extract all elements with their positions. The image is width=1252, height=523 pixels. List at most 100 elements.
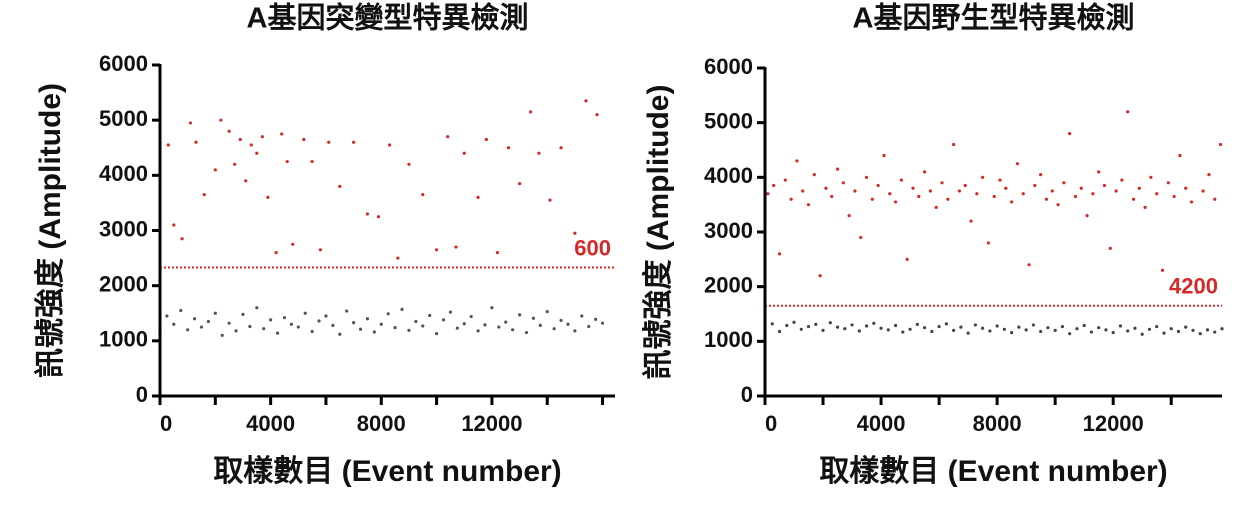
droplet-point xyxy=(1149,175,1153,179)
positive-count: 600 xyxy=(574,235,611,260)
droplet-point xyxy=(1166,181,1170,185)
droplet-point xyxy=(524,330,529,335)
droplet-point xyxy=(1089,330,1094,334)
droplet-point xyxy=(952,142,956,147)
droplet-point xyxy=(504,320,508,324)
droplet-point xyxy=(172,322,176,326)
droplet-point xyxy=(421,193,425,197)
droplet-point xyxy=(940,181,944,185)
droplet-point xyxy=(1184,325,1188,329)
droplet-point xyxy=(879,326,883,330)
droplet-point xyxy=(828,321,832,325)
droplet-point xyxy=(379,322,383,326)
droplet-point xyxy=(864,175,869,179)
droplet-point xyxy=(1189,200,1194,204)
droplet-point xyxy=(310,329,314,334)
droplet-point xyxy=(934,205,938,209)
droplet-point xyxy=(799,327,803,331)
droplet-point xyxy=(280,132,284,136)
y-tick-label: 6000 xyxy=(99,51,148,76)
droplet-point xyxy=(1097,170,1101,174)
y-tick-label: 0 xyxy=(136,382,148,407)
droplet-point xyxy=(1191,328,1195,332)
droplet-point xyxy=(1120,178,1124,182)
droplet-point xyxy=(1017,325,1021,329)
droplet-point xyxy=(988,329,992,333)
droplet-point xyxy=(1220,327,1224,331)
droplet-point xyxy=(358,327,363,331)
droplet-point xyxy=(165,314,169,318)
droplet-point xyxy=(1021,192,1025,196)
droplet-point xyxy=(1002,327,1006,331)
droplet-point xyxy=(180,237,184,241)
droplet-point xyxy=(1068,132,1072,136)
droplet-point xyxy=(1079,186,1083,190)
droplet-point xyxy=(376,215,381,219)
droplet-point xyxy=(266,195,270,199)
droplet-point xyxy=(1207,173,1211,177)
droplet-point xyxy=(310,159,314,164)
droplet-point xyxy=(814,322,818,326)
droplet-point xyxy=(975,192,979,196)
y-tick-label: 2000 xyxy=(704,272,753,297)
droplet-point xyxy=(318,248,323,252)
droplet-point xyxy=(917,194,921,199)
droplet-point xyxy=(1172,194,1176,199)
droplet-point xyxy=(876,183,880,188)
droplet-point xyxy=(552,327,556,331)
droplet-point xyxy=(421,324,425,328)
droplet-point xyxy=(282,316,287,320)
droplet-point xyxy=(952,328,956,332)
y-axis-label: 訊號強度 (Amplitude) xyxy=(642,85,675,380)
x-axis-label: 取樣數目 (Event number) xyxy=(819,455,1167,488)
droplet-point xyxy=(1033,183,1037,188)
droplet-point xyxy=(172,223,176,227)
droplet-point xyxy=(285,159,289,164)
droplet-point xyxy=(893,200,898,204)
droplet-point xyxy=(428,313,432,318)
droplet-point xyxy=(792,320,796,324)
droplet-point xyxy=(1195,290,1199,294)
droplet-point xyxy=(434,332,439,336)
droplet-point xyxy=(202,193,206,197)
droplet-point xyxy=(219,118,223,122)
droplet-point xyxy=(573,231,577,235)
droplet-point xyxy=(248,324,252,329)
droplet-point xyxy=(234,329,238,333)
droplet-point xyxy=(1114,189,1118,193)
y-tick-label: 5000 xyxy=(704,108,753,133)
droplet-point xyxy=(372,330,376,334)
droplet-point xyxy=(448,310,453,314)
droplet-point xyxy=(789,197,793,201)
droplet-point xyxy=(393,325,397,330)
droplet-point xyxy=(269,318,273,322)
droplet-point xyxy=(998,178,1002,182)
droplet-point xyxy=(227,321,231,325)
droplet-point xyxy=(899,178,903,182)
droplet-point xyxy=(1218,142,1223,147)
droplet-point xyxy=(1126,329,1130,333)
droplet-point xyxy=(1024,328,1028,332)
droplet-point xyxy=(824,186,828,190)
droplet-point xyxy=(1010,200,1014,204)
droplet-point xyxy=(1133,326,1137,330)
droplet-point xyxy=(345,309,349,313)
droplet-point xyxy=(905,257,909,261)
droplet-point xyxy=(260,135,264,139)
droplet-point xyxy=(537,151,541,155)
droplet-point xyxy=(1027,263,1031,267)
droplet-point xyxy=(1198,332,1202,336)
droplet-point xyxy=(1155,324,1159,329)
droplet-point xyxy=(387,143,392,147)
droplet-point xyxy=(1108,246,1112,250)
droplet-point xyxy=(886,328,890,332)
droplet-point xyxy=(400,307,404,311)
droplet-point xyxy=(241,312,245,316)
droplet-point xyxy=(545,309,549,314)
droplet-point xyxy=(908,327,912,331)
droplet-point xyxy=(1010,330,1014,335)
droplet-point xyxy=(973,323,977,327)
droplet-point xyxy=(1068,332,1072,336)
droplet-point xyxy=(476,195,480,199)
droplet-point xyxy=(1053,328,1057,332)
